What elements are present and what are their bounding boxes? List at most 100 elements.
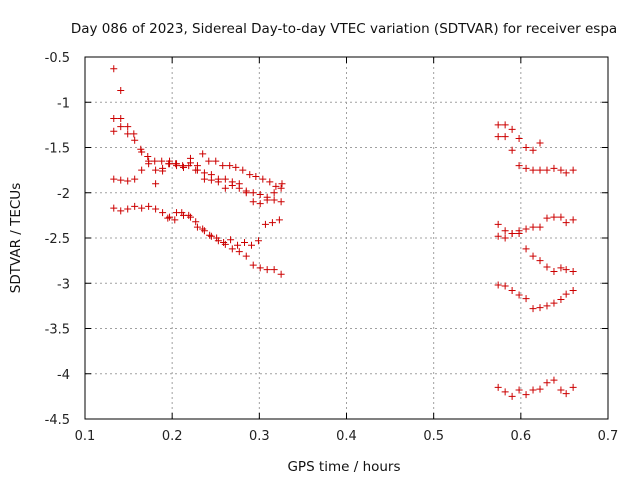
data-point-plus-marker — [515, 386, 523, 394]
data-point-plus-marker — [256, 264, 264, 272]
y-axis-label: SDTVAR / TECUs — [8, 183, 24, 293]
data-point-plus-marker — [508, 125, 516, 133]
data-point-plus-marker — [131, 202, 139, 210]
data-point-plus-marker — [501, 388, 509, 396]
data-point-plus-marker — [494, 232, 502, 240]
data-point-plus-marker — [151, 157, 159, 165]
data-point-plus-marker — [193, 223, 201, 231]
data-point-plus-marker — [501, 282, 509, 290]
data-point-plus-marker — [254, 237, 262, 245]
data-point-plus-marker — [192, 218, 200, 226]
chart-title: Day 086 of 2023, Sidereal Day-to-day VTE… — [71, 21, 617, 37]
data-point-plus-marker — [508, 392, 516, 400]
data-point-plus-marker — [270, 266, 278, 274]
x-tick-label: 0.7 — [598, 429, 619, 444]
data-point-plus-marker — [206, 231, 214, 239]
data-point-plus-marker — [515, 162, 523, 170]
data-point-plus-marker — [557, 386, 565, 394]
data-point-plus-marker — [179, 163, 187, 171]
data-point-plus-marker — [536, 257, 544, 265]
data-point-plus-marker — [501, 234, 509, 242]
data-point-plus-marker — [494, 133, 502, 141]
data-point-plus-marker — [117, 123, 125, 131]
data-point-plus-marker — [261, 220, 269, 228]
data-point-plus-marker — [522, 164, 530, 172]
data-point-plus-marker — [207, 232, 215, 240]
data-point-plus-marker — [242, 252, 250, 260]
data-point-plus-marker — [185, 211, 193, 219]
data-point-plus-marker — [270, 196, 278, 204]
data-point-plus-marker — [272, 182, 280, 190]
data-point-plus-marker — [226, 162, 234, 170]
data-point-plus-marker — [550, 213, 558, 221]
y-tick-label: -1 — [57, 96, 70, 111]
data-point-plus-marker — [256, 200, 264, 208]
data-point-plus-marker — [263, 196, 271, 204]
data-point-plus-marker — [242, 189, 250, 197]
data-point-plus-marker — [241, 239, 249, 247]
data-point-plus-marker — [536, 166, 544, 174]
x-tick-label: 0.2 — [162, 429, 183, 444]
data-point-plus-marker — [199, 150, 207, 158]
data-point-plus-marker — [235, 184, 243, 192]
data-point-plus-marker — [200, 227, 208, 235]
data-point-plus-marker — [256, 191, 264, 199]
data-point-plus-marker — [212, 157, 220, 165]
data-point-plus-marker — [232, 163, 240, 171]
data-point-plus-marker — [550, 267, 558, 275]
data-point-plus-marker — [266, 178, 274, 186]
data-point-plus-marker — [110, 175, 118, 183]
y-tick-label: -0.5 — [45, 51, 70, 66]
data-point-plus-marker — [171, 216, 179, 224]
x-tick-label: 0.6 — [510, 429, 531, 444]
data-point-plus-marker — [557, 296, 565, 304]
data-point-plus-marker — [557, 264, 565, 272]
data-point-plus-marker — [110, 115, 118, 123]
data-point-plus-marker — [249, 189, 257, 197]
data-point-plus-marker — [569, 216, 577, 224]
series-sat-j — [494, 281, 577, 313]
data-point-plus-marker — [562, 169, 570, 177]
data-point-plus-marker — [529, 252, 537, 260]
data-point-plus-marker — [550, 299, 558, 307]
x-tick-label: 0.4 — [336, 429, 357, 444]
data-point-plus-marker — [263, 266, 271, 274]
data-point-plus-marker — [117, 86, 125, 94]
data-point-plus-marker — [494, 220, 502, 228]
data-point-plus-marker — [508, 229, 516, 237]
series-sat-g — [515, 162, 577, 177]
data-point-plus-marker — [145, 160, 153, 168]
data-point-plus-marker — [117, 176, 125, 184]
data-point-plus-marker — [522, 245, 530, 253]
data-point-plus-marker — [522, 144, 530, 151]
data-point-plus-marker — [550, 376, 558, 384]
data-point-plus-marker — [205, 157, 213, 165]
y-tick-label: -4.5 — [45, 413, 70, 428]
data-point-plus-marker — [152, 205, 160, 213]
data-point-plus-marker — [234, 241, 242, 249]
data-point-plus-marker — [124, 205, 132, 213]
data-point-plus-marker — [227, 236, 235, 244]
data-point-plus-marker — [249, 198, 257, 206]
data-point-plus-marker — [145, 202, 153, 210]
x-tick-label: 0.3 — [249, 429, 270, 444]
data-point-plus-marker — [557, 166, 565, 174]
data-point-plus-marker — [277, 198, 285, 206]
data-point-plus-marker — [200, 175, 208, 183]
data-point-plus-marker — [494, 281, 502, 289]
data-point-plus-marker — [228, 245, 236, 253]
data-point-plus-marker — [159, 209, 167, 217]
data-point-plus-marker — [501, 121, 509, 129]
data-point-plus-marker — [529, 223, 537, 231]
data-point-plus-marker — [220, 239, 228, 247]
data-point-plus-marker — [178, 209, 186, 217]
data-point-plus-marker — [131, 175, 139, 183]
data-point-plus-marker — [200, 169, 208, 177]
data-point-plus-marker — [543, 166, 551, 174]
series-sat-c — [110, 157, 285, 208]
data-point-plus-marker — [235, 248, 243, 256]
data-point-plus-marker — [221, 240, 229, 248]
data-point-plus-marker — [562, 266, 570, 274]
data-points — [110, 65, 577, 400]
